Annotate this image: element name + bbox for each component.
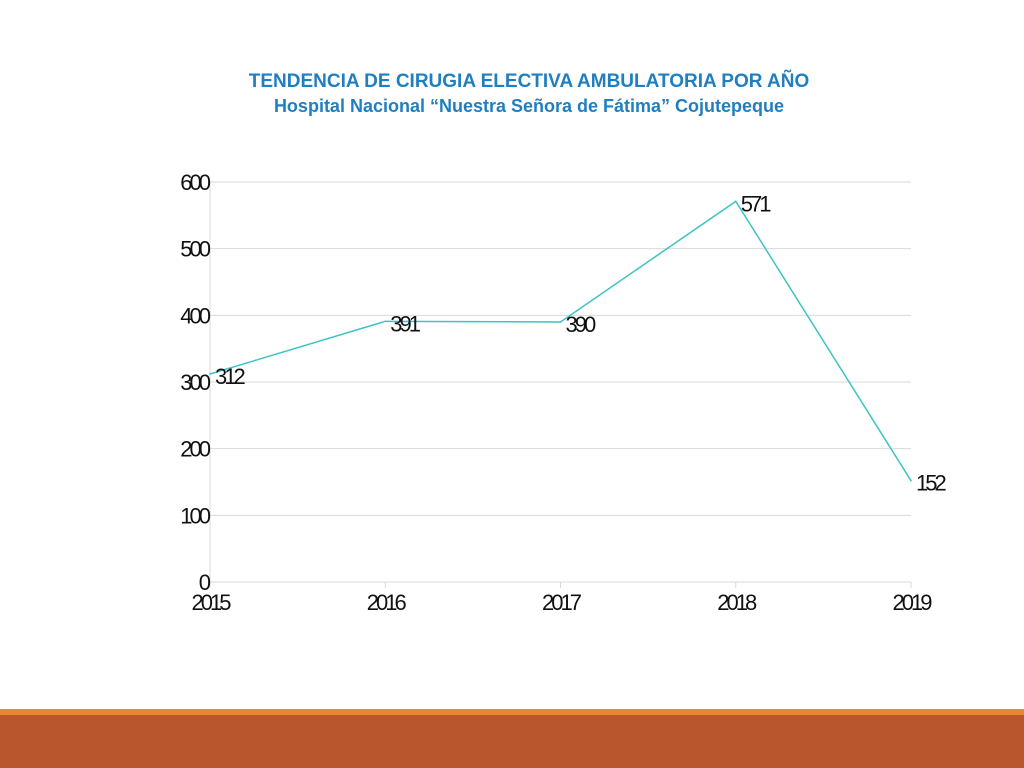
x-tick-label: 2018 [717,590,757,615]
y-tick-label: 500 [180,237,210,262]
data-label: 312 [215,364,245,389]
data-label: 391 [390,311,420,336]
chart-title: TENDENCIA DE CIRUGIA ELECTIVA AMBULATORI… [248,71,810,92]
x-axis-tick-labels: 2015 2016 2017 2018 2019 [192,590,936,615]
y-tick-label: 100 [180,503,210,528]
series [209,200,912,482]
x-tick-label: 2017 [542,590,582,615]
data-label: 152 [916,471,946,496]
data-point [209,373,211,375]
footer-band [0,715,1024,768]
y-tick-label: 600 [180,170,210,195]
footer-accent-line [0,709,1024,715]
data-label: 571 [741,191,771,216]
y-tick-label: 300 [180,370,210,395]
data-point [734,200,737,203]
data-point [384,320,387,323]
data-point [910,479,912,482]
y-tick-label: 400 [180,303,210,328]
data-point [559,321,562,323]
chart-subtitle: Hospital Nacional “Nuestra Señora de Fát… [273,96,785,116]
data-label: 390 [566,312,596,337]
y-tick-label: 200 [180,437,210,462]
data-labels: 312 391 390 571 152 [215,191,949,496]
x-tick-label: 2019 [893,590,933,615]
chart-title-block: TENDENCIA DE CIRUGIA ELECTIVA AMBULATORI… [0,70,1024,118]
x-tick-label: 2015 [192,590,232,615]
gridlines [210,181,911,516]
x-tick-label: 2016 [367,590,407,615]
series-line [209,200,912,482]
axes [209,182,912,588]
